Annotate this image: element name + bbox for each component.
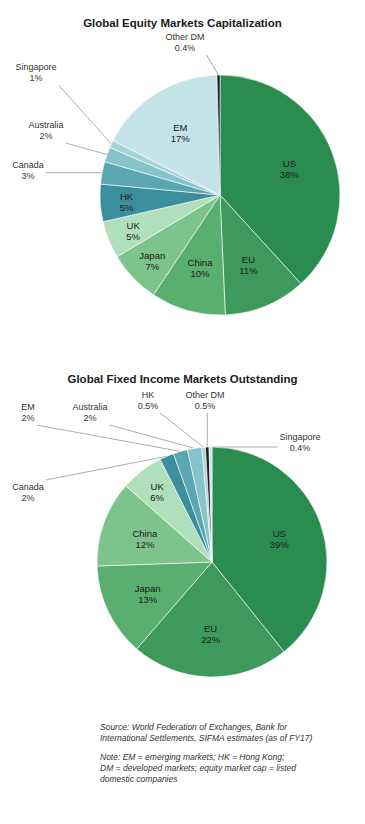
data-labels: US39%EU22%Japan13%China12%UK6%Canada2%EM… xyxy=(12,390,320,645)
outside-label: Other DM0.4% xyxy=(165,32,204,53)
slice-name: Japan xyxy=(139,250,165,261)
slice-name: Canada xyxy=(12,160,44,170)
slice-name: Other DM xyxy=(185,390,224,400)
slice-value: 5% xyxy=(120,202,134,213)
outside-label: Canada2% xyxy=(12,482,44,503)
slice-value: 7% xyxy=(145,261,159,272)
pie-slice xyxy=(209,447,212,562)
slice-value: 6% xyxy=(150,492,164,503)
footnote-line: DM = developed markets; equity market ca… xyxy=(100,763,296,773)
pie-slice xyxy=(202,447,212,562)
slice-value: 2% xyxy=(39,131,52,141)
slices xyxy=(97,447,327,677)
footnote-line: Note: EM = emerging markets; HK = Hong K… xyxy=(100,752,285,762)
slice-value: 2% xyxy=(21,413,34,423)
slice-name: Canada xyxy=(12,482,44,492)
slice-name: HK xyxy=(120,191,134,202)
slice-value: 0.4% xyxy=(290,443,311,453)
slice-name: Other DM xyxy=(165,32,204,42)
chart-title: Global Equity Markets Capitalization xyxy=(83,17,282,29)
outside-label: Australia2% xyxy=(28,120,63,141)
slice-value: 10% xyxy=(191,268,211,279)
slice-name: China xyxy=(132,528,158,539)
slice-name: Singapore xyxy=(279,432,320,442)
slice-name: EM xyxy=(21,402,35,412)
slice-value: 0.5% xyxy=(138,401,159,411)
slice-name: Australia xyxy=(72,402,107,412)
pie-slice xyxy=(113,75,220,195)
pie-slice xyxy=(187,447,212,562)
slice-name: US xyxy=(273,528,286,539)
slice-name: Australia xyxy=(28,120,63,130)
leader-line xyxy=(207,55,219,75)
slice-value: 39% xyxy=(270,539,290,550)
slice-value: 3% xyxy=(21,171,34,181)
leader-line xyxy=(59,85,112,144)
slice-name: Japan xyxy=(135,583,161,594)
slice-name: EU xyxy=(242,254,255,265)
footnote-line: International Settlements, SIFMA estimat… xyxy=(100,733,312,743)
outside-label: Australia2% xyxy=(72,402,107,423)
slice-name: EU xyxy=(204,623,217,634)
leader-line xyxy=(66,143,108,154)
chart-title: Global Fixed Income Markets Outstanding xyxy=(67,373,297,385)
slice-value: 2% xyxy=(83,413,96,423)
chart-canvas: Global Equity Markets CapitalizationUS38… xyxy=(0,0,365,824)
footnotes: Source: World Federation of Exchanges, B… xyxy=(100,722,312,784)
slice-value: 2% xyxy=(21,493,34,503)
slice-name: UK xyxy=(151,481,165,492)
slice-value: 13% xyxy=(138,594,158,605)
pie-slice xyxy=(205,447,212,562)
pie-slice xyxy=(97,562,212,649)
pie-slice xyxy=(220,195,301,315)
data-labels: US38%EU11%China10%Japan7%UK5%HK5%Canada3… xyxy=(12,32,299,279)
leader-line xyxy=(207,413,208,447)
footnote-line: Source: World Federation of Exchanges, B… xyxy=(100,722,288,732)
slice-value: 17% xyxy=(171,133,191,144)
outside-label: HK0.5% xyxy=(138,390,159,411)
slices xyxy=(100,75,340,315)
slice-value: 1% xyxy=(29,73,42,83)
pie-chart: Global Equity Markets Capitalization US38… xyxy=(12,17,340,315)
outside-label: Singapore0.4% xyxy=(279,432,320,453)
outside-label: Other DM0.5% xyxy=(185,390,224,411)
slice-value: 11% xyxy=(239,265,258,276)
slice-name: EM xyxy=(173,122,187,133)
slice-value: 38% xyxy=(280,169,300,180)
slice-value: 0.4% xyxy=(175,43,196,53)
pie-slice xyxy=(217,75,220,195)
outside-label: Canada3% xyxy=(12,160,44,181)
leader-line xyxy=(160,413,203,447)
slice-name: Singapore xyxy=(15,62,56,72)
slice-name: UK xyxy=(127,220,141,231)
leader-line xyxy=(46,172,102,173)
outside-label: Singapore1% xyxy=(15,62,56,83)
slice-value: 22% xyxy=(201,634,221,645)
slice-name: US xyxy=(283,158,296,169)
leader-line xyxy=(110,425,195,448)
outside-label: EM2% xyxy=(21,402,35,423)
pie-chart: Global Fixed Income Markets Outstanding U… xyxy=(12,373,327,677)
footnote-line: domestic companies xyxy=(100,774,178,784)
slice-name: HK xyxy=(142,390,155,400)
slice-value: 0.5% xyxy=(195,401,216,411)
slice-value: 12% xyxy=(135,539,155,550)
slice-name: China xyxy=(188,257,214,268)
slice-value: 5% xyxy=(126,231,140,242)
